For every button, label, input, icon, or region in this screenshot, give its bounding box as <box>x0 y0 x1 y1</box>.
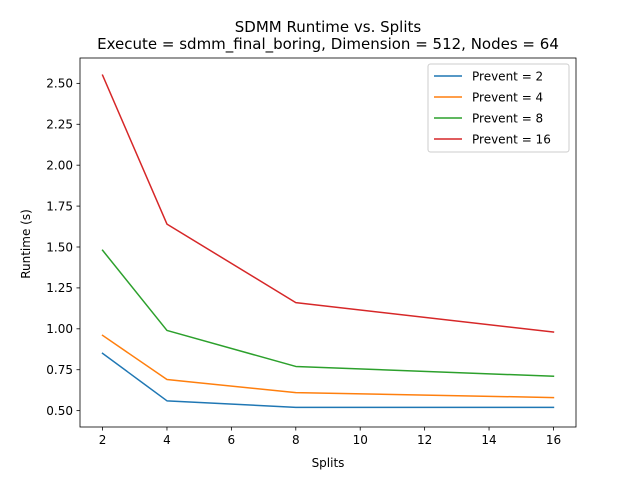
y-tick-label: 2.25 <box>46 118 73 132</box>
legend-label-4: Prevent = 16 <box>472 133 551 147</box>
series-line-2 <box>101 334 555 399</box>
x-tick-label: 16 <box>546 433 561 447</box>
chart-subtitle: Execute = sdmm_final_boring, Dimension =… <box>97 35 559 54</box>
y-tick-label: 1.25 <box>46 281 73 295</box>
series-line-1 <box>101 352 555 409</box>
series-line-4 <box>101 74 555 333</box>
x-tick-label: 6 <box>228 433 236 447</box>
y-tick-label: 1.50 <box>46 240 73 254</box>
y-tick-label: 1.75 <box>46 199 73 213</box>
plot-area: 2 4 6 8 10 12 14 16 0.50 0.75 1.00 1.25 1.50 1.75 2.00… <box>46 57 577 447</box>
legend-label-1: Prevent = 2 <box>472 70 543 84</box>
legend-label-3: Prevent = 8 <box>472 112 543 126</box>
chart-title: SDMM Runtime vs. Splits <box>235 18 422 36</box>
x-tick-label: 8 <box>292 433 300 447</box>
x-tick-label: 4 <box>163 433 171 447</box>
x-axis-label: Splits <box>312 456 345 470</box>
y-tick-label: 2.00 <box>46 158 73 172</box>
series-line-3 <box>101 249 555 378</box>
x-tick-label: 14 <box>481 433 496 447</box>
legend-box <box>427 63 570 153</box>
y-axis-label: Runtime (s) <box>19 209 33 279</box>
y-tick-label: 1.00 <box>46 322 73 336</box>
x-tick-label: 12 <box>417 433 432 447</box>
legend-label-2: Prevent = 4 <box>472 91 543 105</box>
y-tick-label: 0.50 <box>46 404 73 418</box>
y-tick-label: 2.50 <box>46 77 73 91</box>
x-tick-label: 10 <box>353 433 368 447</box>
y-tick-label: 0.75 <box>46 363 73 377</box>
legend: Prevent = 2 Prevent = 4 Prevent = 8 Prevent… <box>427 63 570 153</box>
axes-frame <box>79 57 577 428</box>
x-tick-label: 2 <box>99 433 107 447</box>
